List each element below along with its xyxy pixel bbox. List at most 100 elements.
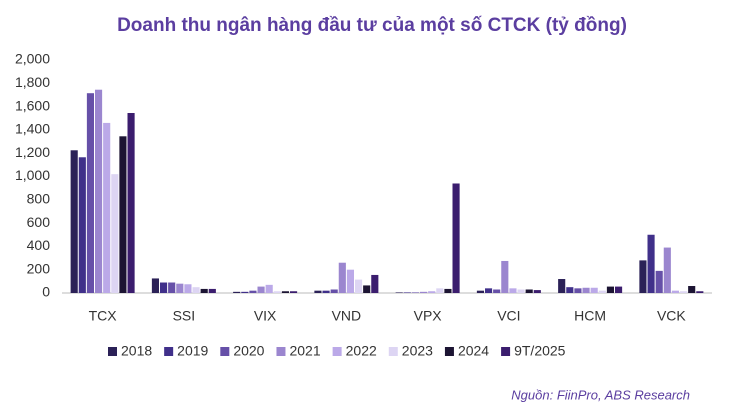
bar [615, 286, 623, 293]
bar [598, 290, 606, 293]
bar [233, 291, 241, 293]
legend-swatch [164, 347, 174, 356]
legend-swatch [108, 347, 117, 356]
bar [647, 234, 655, 293]
bar [355, 279, 363, 293]
x-tick-label: VCI [497, 308, 520, 324]
bar [606, 286, 614, 293]
bar [566, 287, 574, 293]
x-tick-label: TCX [89, 308, 118, 324]
bar [176, 283, 184, 293]
legend-label: 2019 [177, 343, 208, 359]
bar [257, 286, 265, 293]
bar [558, 279, 566, 293]
bar [639, 260, 647, 293]
bar [582, 287, 590, 293]
bar [696, 291, 704, 293]
bar [70, 150, 78, 293]
y-tick-label: 1,800 [15, 74, 50, 90]
bar [371, 274, 379, 293]
bar [192, 287, 200, 293]
x-tick-label: HCM [574, 308, 606, 324]
bar [655, 270, 663, 293]
bar [680, 291, 688, 293]
bar [501, 260, 509, 293]
bar [420, 291, 428, 293]
bar [103, 122, 111, 293]
bar [241, 291, 249, 293]
bar [95, 89, 103, 294]
bar [119, 136, 127, 293]
legend-label: 2023 [402, 343, 433, 359]
bar [86, 93, 94, 293]
bar [346, 269, 354, 293]
bar [184, 284, 192, 293]
bar [525, 289, 533, 293]
legend-swatch [501, 347, 511, 356]
x-tick-label: VCK [657, 308, 686, 324]
legend-swatch [276, 347, 286, 356]
x-tick-label: SSI [173, 308, 196, 324]
bar [330, 289, 338, 293]
bar [444, 288, 452, 293]
y-tick-label: 1,000 [15, 167, 50, 183]
bar [208, 288, 216, 293]
legend-swatch [332, 347, 342, 356]
bar [485, 288, 493, 293]
bar [411, 292, 419, 293]
y-tick-label: 200 [27, 260, 51, 276]
bar [517, 289, 525, 293]
bar [493, 289, 501, 293]
y-tick-label: 400 [27, 237, 51, 253]
bar [671, 290, 679, 293]
y-tick-label: 2,000 [15, 51, 50, 67]
bar [168, 282, 176, 293]
legend-label: 9T/2025 [514, 343, 566, 359]
legend-label: 2020 [233, 343, 264, 359]
y-tick-label: 800 [27, 191, 51, 207]
bar [363, 285, 371, 293]
bar [476, 290, 484, 293]
bar [428, 291, 436, 293]
bar [314, 290, 322, 293]
bar [249, 290, 257, 293]
bar [436, 288, 444, 293]
y-tick-label: 600 [27, 214, 51, 230]
bar [574, 288, 582, 293]
legend-label: 2024 [458, 343, 489, 359]
bar [151, 278, 159, 293]
legend-label: 2021 [289, 343, 320, 359]
y-tick-label: 0 [42, 284, 50, 300]
bar [663, 247, 671, 293]
bar [78, 157, 86, 293]
legend-swatch [388, 347, 398, 356]
bar [265, 284, 273, 293]
x-tick-label: VPX [414, 308, 443, 324]
bar [127, 113, 135, 293]
x-tick-label: VIX [254, 308, 277, 324]
source-note: Nguồn: FiinPro, ABS Research [511, 387, 690, 402]
bar [160, 282, 168, 293]
legend-label: 2022 [346, 343, 377, 359]
bar [111, 174, 119, 293]
bar [452, 183, 460, 293]
legend-swatch [444, 347, 454, 356]
y-tick-label: 1,400 [15, 121, 50, 137]
chart-title: Doanh thu ngân hàng đầu tư của một số CT… [117, 15, 627, 36]
y-tick-label: 1,600 [15, 97, 50, 113]
bar [322, 290, 330, 293]
bar [273, 291, 281, 293]
x-tick-label: VND [332, 308, 362, 324]
bar [395, 292, 403, 293]
bar [403, 292, 411, 293]
legend-swatch [220, 347, 230, 356]
legend-label: 2018 [121, 343, 152, 359]
bar [509, 288, 517, 293]
bar [200, 288, 208, 293]
bar [281, 291, 289, 293]
bar [338, 262, 346, 293]
bar [688, 286, 696, 293]
bar [533, 290, 541, 293]
bar [290, 291, 298, 293]
